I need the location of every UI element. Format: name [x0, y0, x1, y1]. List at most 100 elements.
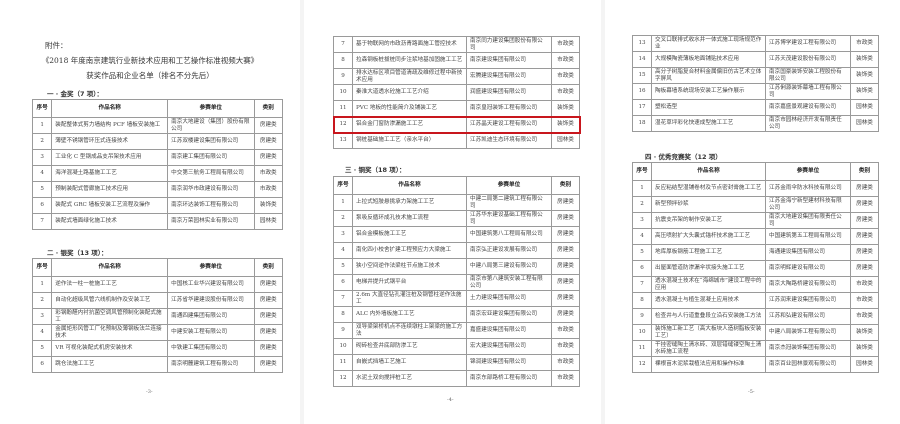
category: 房建类	[253, 276, 283, 293]
work-title: 大规模陶瓷薄板地面铺贴技术应用	[651, 51, 766, 68]
silver-heading: 二 · 银奖（13 项）：	[47, 249, 108, 257]
work-title: 海洋混凝土路基施工工艺	[51, 165, 169, 182]
document-title: 《2018 年度南京建筑行业新技术应用和工艺操作标准视频大赛》	[41, 56, 259, 65]
participant-unit: 南京万荣园林实业有限公司	[167, 213, 255, 230]
participant-unit: 海通建设集团有限公司	[765, 244, 851, 261]
table-row: 11 干挂密缝陶土清水砖、双层错缝镂空陶土清水砖施工流程 南京杰冠装饰集团有限公司装…	[632, 340, 879, 357]
participant-unit: 南京国豪装饰安装工程股份有限公司	[765, 67, 851, 84]
row-number: 11	[333, 354, 353, 371]
table-row: 12 铝合金门窗防渗漏施工工艺 江苏晶天建设工程有限公司 装饰类	[333, 116, 580, 133]
work-title: 拉森钢板桩拔桩同步注浆地基加固施工工艺	[352, 52, 467, 69]
table-row: 15 高分子树脂复合材料金属偏旧仿古艺术立体字屏风 南京国豪装饰安装工程股份有限公司…	[632, 67, 879, 84]
row-number: 1	[31, 117, 53, 134]
category: 房建类	[551, 194, 580, 211]
participant-unit: 南京杰冠装饰集团有限公司	[765, 340, 851, 357]
category: 房建类	[253, 149, 283, 166]
category: 房建类	[850, 244, 879, 261]
participant-unit: 中建二局第二建筑工程有限公司	[466, 194, 552, 211]
work-title: 泵吸反循环成孔技术施工流程	[352, 210, 467, 227]
category: 房建类	[551, 290, 580, 307]
participant-unit: 南京弘正建设发展有限公司	[466, 242, 552, 259]
category: 房建类	[850, 260, 879, 277]
category: 园林类	[850, 99, 879, 116]
row-number: 8	[632, 292, 652, 309]
row-number: 2	[31, 133, 53, 150]
gold-award-table: 序号 作品名称 参赛单位 类别 1 装配整体式剪力墙结构 PCF 墙板安装施工 南京大地建设…	[31, 99, 283, 230]
table-row: 7 2.6m 大直径钻孔灌注桩及钢管柱逆作法施工 土力建设集团有限公司 房建类	[333, 290, 580, 307]
work-title: 透水混凝土与植生混凝土应用技术	[651, 292, 766, 309]
table-row: 7 装配式墙面绿化施工技术 南京万荣园林实业有限公司 园林类	[31, 213, 283, 230]
row-number: 1	[31, 276, 53, 293]
work-title: 地库厚板钢筋工程施工工艺	[651, 244, 766, 261]
table-row: 17 塑松造型 南京嘉盛景观建设有限公司 园林类	[632, 99, 879, 116]
table-row: 18 湿花草坪彩化快速成型施工工艺 南京市园林经济开发有限责任公司 园林类	[632, 115, 879, 132]
table-row: 16 陶板幕墙系统现场安装工艺操作展示 江苏俐源装饰幕墙工程有限公司 装饰类	[632, 83, 879, 100]
row-number: 15	[632, 67, 652, 84]
work-title: 电梯井提升式钢平台	[352, 274, 467, 291]
work-title: 双导梁架桥机点不连续墩柱上架梁的施工方法	[352, 322, 467, 339]
row-number: 4	[31, 324, 53, 341]
table-row: 9 排水达标区项目管道清疏及维修过程中新技术应用 宏腾建设集团有限公司 市政类	[333, 68, 580, 85]
participant-unit: 中建八局第三建设有限公司	[466, 258, 552, 275]
category: 园林类	[850, 115, 879, 132]
category: 房建类	[253, 292, 283, 309]
row-number: 3	[31, 149, 53, 166]
participant-unit: 南京大地建设集团有限责任公司	[765, 212, 851, 229]
table-row: 11 PVC 地板的性能简介及铺装工艺 南京皇冠装饰工程有限公司 装饰类	[333, 100, 580, 117]
page-3: 附件： 《2018 年度南京建筑行业新技术应用和工艺操作标准视频大赛》 获奖作品…	[0, 0, 300, 424]
page-number: -5-	[748, 389, 755, 395]
table-row: 1 反应粘结型湿铺卷材及节点密封膏施工工艺 江苏金雨伞防水科技有限公司 房建类	[632, 180, 879, 197]
table-row: 9 双导梁架桥机点不连续墩柱上架梁的施工方法 嘉盛建设集团有限公司 市政类	[333, 322, 580, 339]
category: 市政类	[551, 36, 580, 53]
header-participant-unit: 参赛单位	[466, 176, 552, 195]
table-row: 8 透水混凝土与植生混凝土应用技术 江苏润来建设集团有限公司 市政类	[632, 292, 879, 309]
work-title: 水泥土双向搅拌桩工艺	[352, 370, 467, 387]
participant-unit: 江苏润来建设集团有限公司	[765, 292, 851, 309]
table-row: 10 装饰施工新工艺（高大板块人造树脂板安装工艺） 中建八局装饰工程有限公司 装饰类	[632, 324, 879, 341]
participant-unit: 宏大建设集团有限公司	[466, 338, 552, 355]
work-title: 透水混凝土技术在“海绵城市”建设工程中的应用	[651, 276, 766, 293]
work-title: 逆作法一柱一桩施工工艺	[51, 276, 169, 293]
row-number: 8	[333, 306, 353, 323]
category: 房建类	[253, 133, 283, 150]
table-row: 2 自动化超级风管六线机制作及安装工艺 江苏省华建建设股份有限公司 房建类	[31, 292, 283, 309]
row-number: 4	[333, 242, 353, 259]
table-row: 13 钢桩基础施工工艺（亲水平台） 江苏凯迪生态环境有限公司 园林类	[333, 132, 580, 149]
row-number: 10	[333, 84, 353, 101]
table-row: 8 ALC 内外墙板施工工艺 南京宏亚建设集团有限公司 房建类	[333, 306, 580, 323]
category: 房建类	[850, 196, 879, 213]
header-category: 类别	[850, 162, 879, 181]
category: 市政类	[850, 292, 879, 309]
bronze-award-table: 序号 作品名称 参赛单位 类别 1 上拉式短肢悬挑承力架施工工艺 中建二局第二建筑工程有限公…	[333, 176, 580, 387]
header-participant-unit: 参赛单位	[167, 99, 255, 118]
header-category: 类别	[551, 176, 580, 195]
work-title: 新型预拌砂浆	[651, 196, 766, 213]
silver-award-table: 序号 作品名称 参赛单位 类别 1 逆作法一柱一桩施工工艺 中国核工业华兴建设有限公司 房建类…	[31, 258, 283, 373]
category: 房建类	[551, 306, 580, 323]
work-title: 装配式 GRC 墙板安装工艺流程及操作	[51, 197, 169, 214]
participant-unit: 中国建筑第五工程局有限公司	[765, 228, 851, 245]
table-row: 3 工业化 C 型钢成品支吊架技术应用 南京建工集团有限公司 房建类	[31, 149, 283, 166]
row-number: 5	[632, 244, 652, 261]
category: 房建类	[551, 226, 580, 243]
table-header: 序号 作品名称 参赛单位 类别	[31, 99, 283, 118]
work-title: 陶板幕墙系统现场安装工艺操作展示	[651, 83, 766, 100]
row-number: 2	[31, 292, 53, 309]
page-4: 7 基于物联网的市政沥青路面施工管控技术 南京同力建设集团股份有限公司 市政类 8 拉森钢…	[304, 0, 601, 424]
table-row: 6 跳仓法施工工艺 南京明麓建筑工程有限公司 房建类	[31, 356, 283, 373]
work-title: 反应粘结型湿铺卷材及节点密封膏施工工艺	[651, 180, 766, 197]
participant-unit: 江苏华东建设基础工程有限公司	[466, 210, 552, 227]
table-row: 6 出屋面管道防渗漏伞状接头施工工艺 南京明辉建设有限公司 房建类	[632, 260, 879, 277]
work-title: 湿花草坪彩化快速成型施工工艺	[651, 115, 766, 132]
participant-unit: 南京环达装饰工程有限公司	[167, 197, 255, 214]
participant-unit: 南京皇冠装饰工程有限公司	[466, 100, 552, 117]
work-title: 高分子树脂复合材料金属偏旧仿古艺术立体字屏风	[651, 67, 766, 84]
header-row-number: 序号	[333, 176, 353, 195]
row-number: 6	[31, 197, 53, 214]
participant-unit: 江苏凯迪生态环境有限公司	[466, 132, 552, 149]
header-work-title: 作品名称	[51, 99, 169, 118]
category: 房建类	[253, 117, 283, 134]
work-title: 装配整体式剪力墙结构 PCF 墙板安装施工	[51, 117, 169, 134]
table-row: 14 大规模陶瓷薄板地面铺贴技术应用 江苏天茂建设股份有限公司 装饰类	[632, 51, 879, 68]
participant-unit: 锦润建设集团有限公司	[466, 354, 552, 371]
